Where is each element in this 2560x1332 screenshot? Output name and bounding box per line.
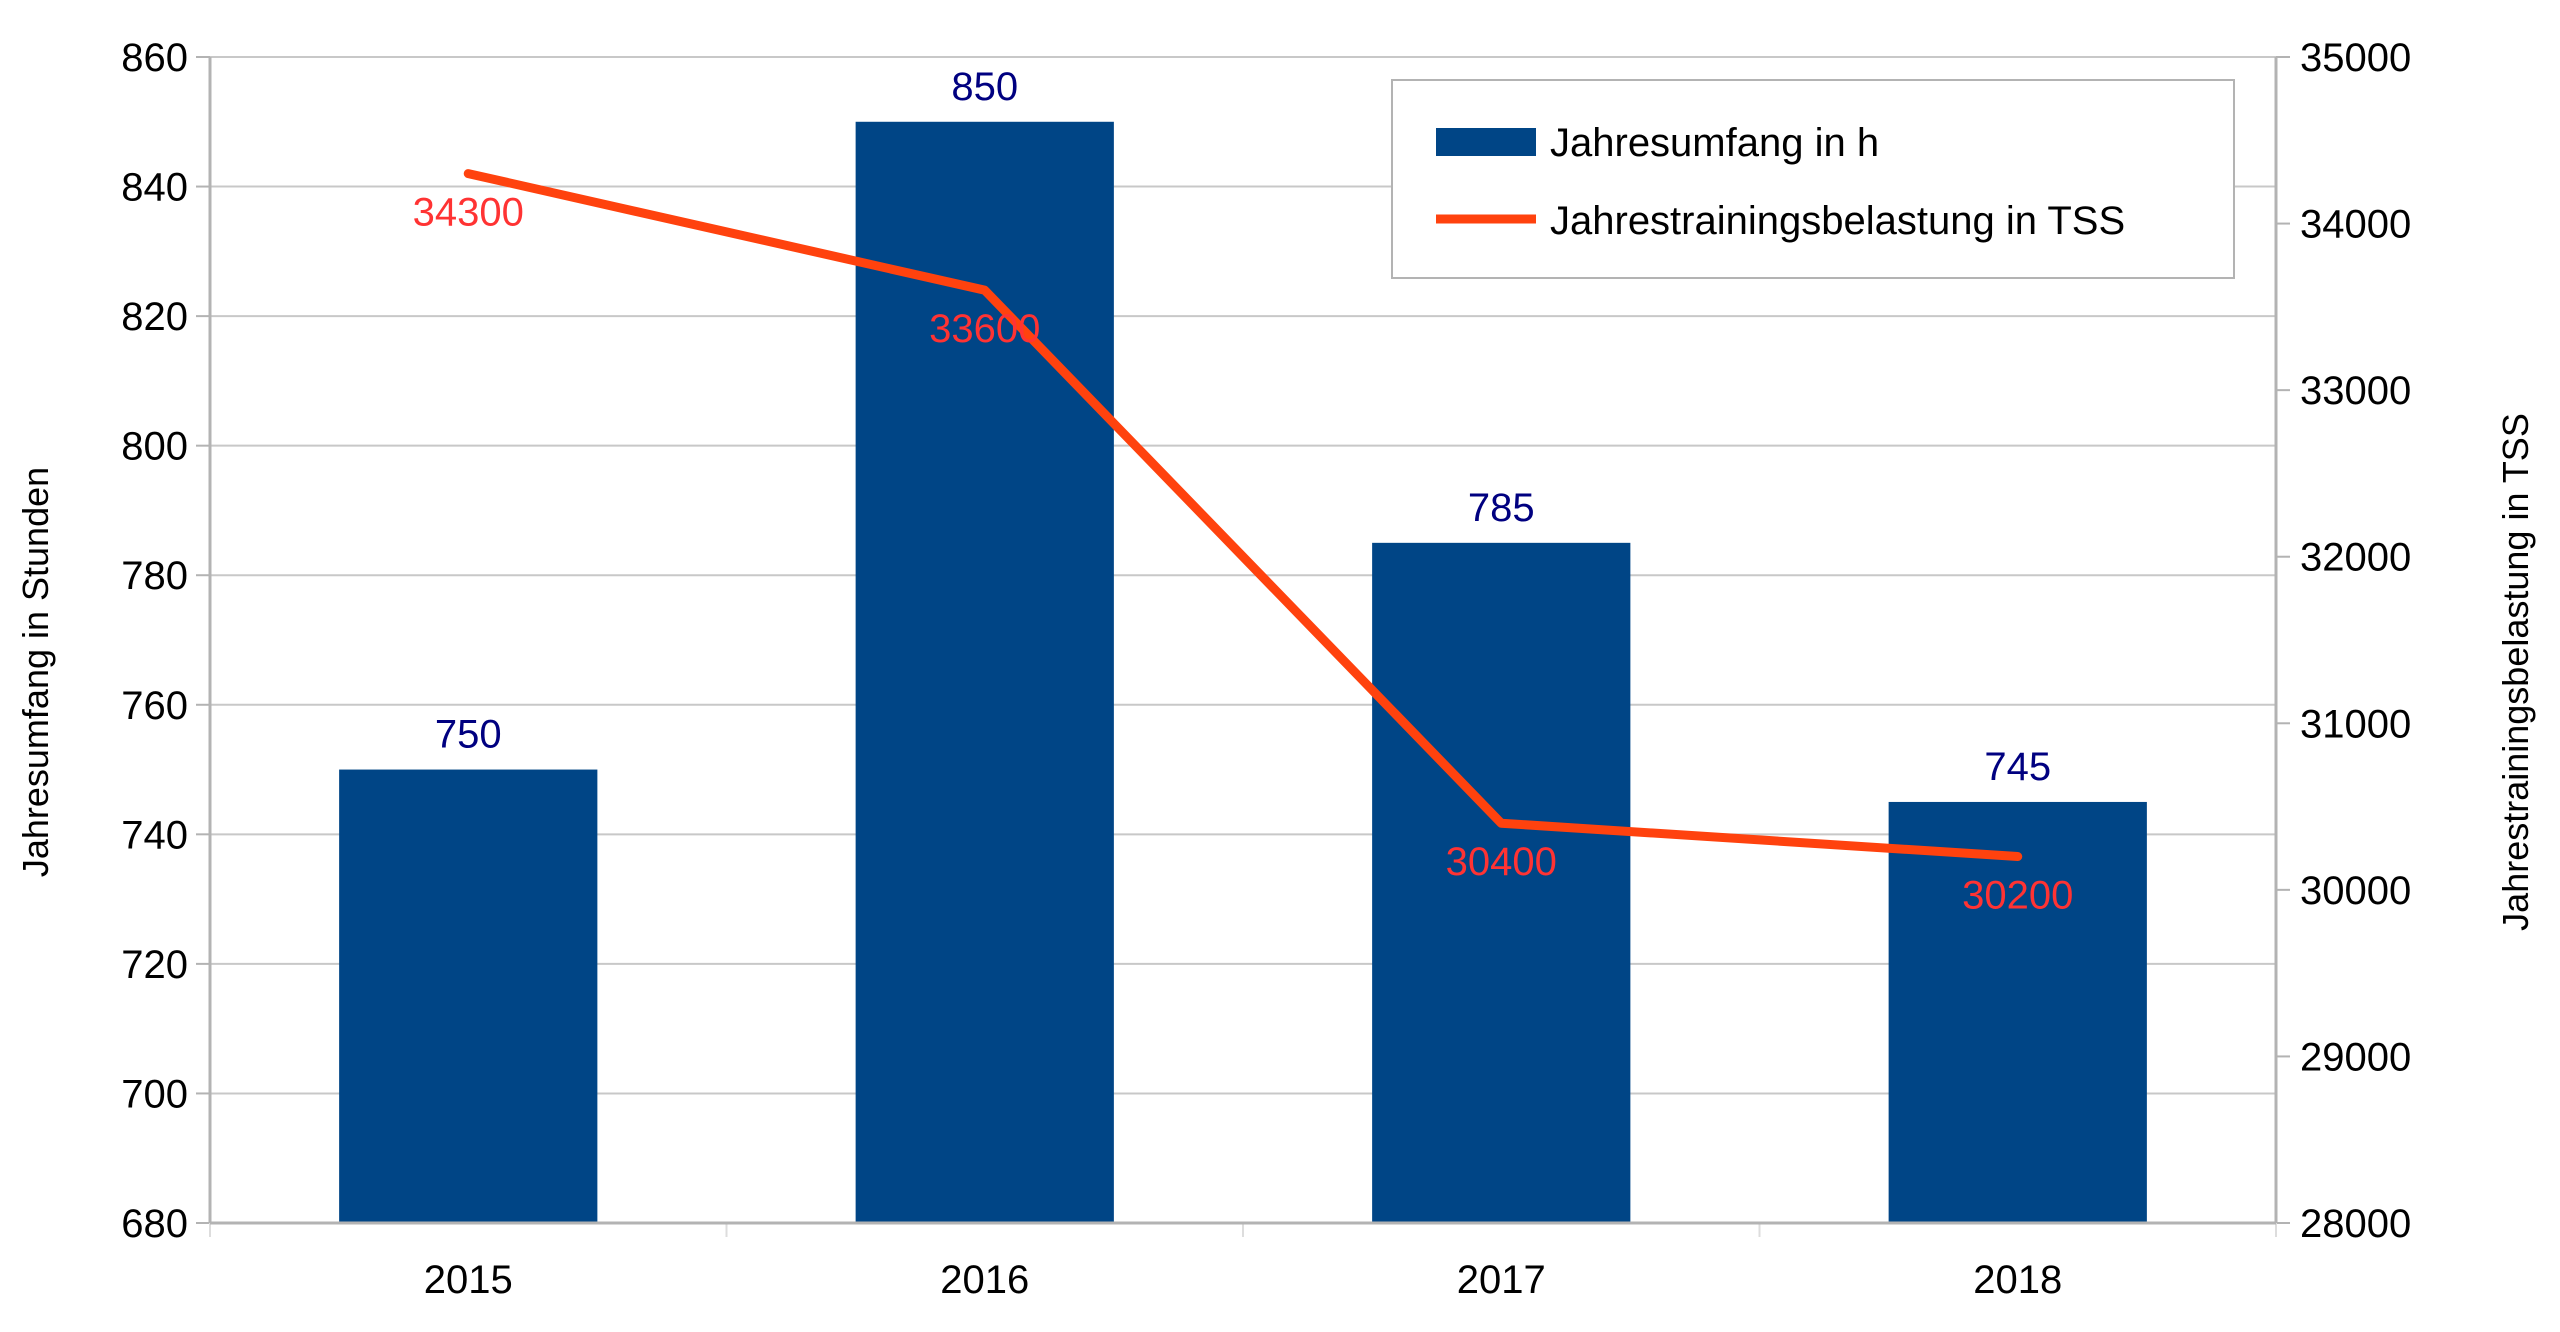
- bar-value-label: 750: [435, 713, 502, 757]
- line-point: [980, 286, 989, 295]
- x-tick-label: 2015: [424, 1258, 513, 1302]
- legend-label-bar: Jahresumfang in h: [1550, 121, 1879, 165]
- bar-value-label: 745: [1984, 745, 2051, 789]
- y-tick-label-right: 31000: [2300, 702, 2411, 746]
- x-tick-label: 2017: [1457, 1258, 1546, 1302]
- bar: [339, 769, 598, 1223]
- y-tick-label-right: 34000: [2300, 203, 2411, 247]
- data-labels: 750 850 785 745 34300 33600 30400 30200: [413, 65, 2074, 918]
- axes: 680 700 720 740 760 780 800 820 840 860 28000 29000…: [121, 36, 2411, 1302]
- y-tick-label-left: 860: [121, 36, 188, 80]
- y-tick-label-right: 28000: [2300, 1202, 2411, 1246]
- x-tick-label: 2016: [940, 1258, 1029, 1302]
- y-tick-label-left: 720: [121, 943, 188, 987]
- bar: [855, 121, 1114, 1223]
- bar-series: [339, 121, 2147, 1223]
- y-tick-label-left: 800: [121, 425, 188, 469]
- y-tick-label-left: 760: [121, 684, 188, 728]
- legend-swatch-bar: [1436, 128, 1536, 156]
- y-tick-label-left: 680: [121, 1202, 188, 1246]
- y-tick-label-right: 35000: [2300, 36, 2411, 80]
- line-path: [463, 169, 2023, 862]
- y-tick-label-left: 700: [121, 1072, 188, 1116]
- bar-value-label: 785: [1468, 486, 1535, 530]
- y-tick-label-right: 32000: [2300, 536, 2411, 580]
- y-axis-title-left: Jahresumfang in Stunden: [15, 467, 56, 877]
- legend-frame: [1391, 79, 2235, 279]
- y-tick-label-right: 30000: [2300, 869, 2411, 913]
- line-point: [1497, 819, 1506, 828]
- bar-value-label: 850: [951, 65, 1018, 109]
- line-value-label: 30200: [1962, 874, 2073, 918]
- line-series: [463, 169, 2023, 862]
- line-value-label: 30400: [1446, 840, 1557, 884]
- legend: Jahresumfang in h Jahrestrainingsbelastu…: [1391, 79, 2235, 279]
- line-value-label: 34300: [413, 191, 524, 235]
- line-value-label: 33600: [929, 307, 1040, 351]
- legend-label-line: Jahrestrainingsbelastung in TSS: [1550, 199, 2125, 243]
- y-tick-label-left: 820: [121, 295, 188, 339]
- bar: [1372, 542, 1631, 1223]
- x-tick-label: 2018: [1973, 1258, 2062, 1302]
- y-axis-title-right: Jahrestrainingsbelastung in TSS: [2495, 413, 2536, 931]
- y-tick-label-left: 780: [121, 554, 188, 598]
- bar: [1888, 801, 2147, 1223]
- y-tick-label-right: 29000: [2300, 1035, 2411, 1079]
- line-point: [464, 169, 473, 178]
- line-point: [2013, 852, 2022, 861]
- y-tick-label-right: 33000: [2300, 369, 2411, 413]
- y-tick-label-left: 740: [121, 813, 188, 857]
- y-tick-label-left: 840: [121, 166, 188, 210]
